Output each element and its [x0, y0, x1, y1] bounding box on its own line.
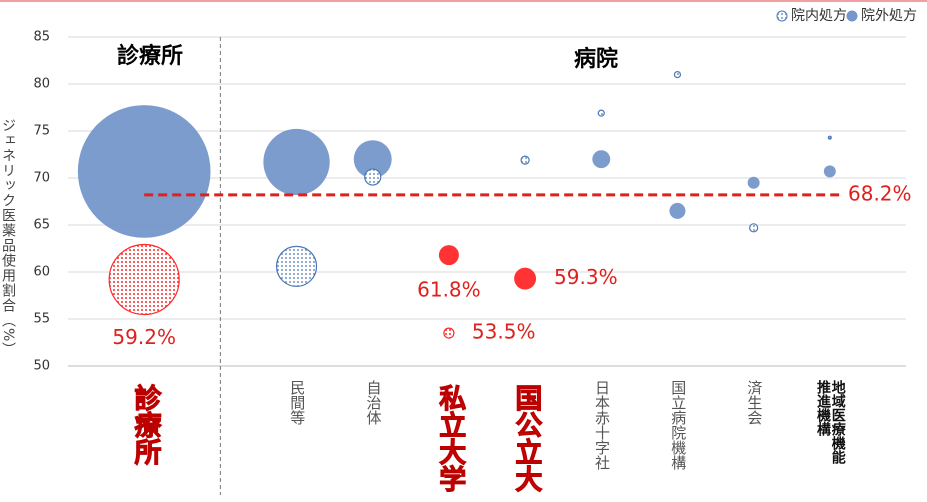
value-label: 59.2%	[112, 325, 176, 349]
x-tick-label: 自治体	[364, 380, 383, 425]
bubble	[514, 267, 537, 290]
legend-label: 院外処方	[861, 8, 917, 24]
legend-marker	[776, 10, 788, 22]
x-tick-label: 国立病院機構	[669, 380, 688, 470]
bubble	[275, 245, 318, 287]
bubble	[827, 135, 832, 140]
legend-label: 院内処方	[791, 8, 847, 24]
y-tick-label: 50	[33, 359, 50, 374]
x-tick-label: 済生会	[745, 380, 764, 425]
x-tick-label: 診療所	[129, 384, 161, 466]
bubble	[747, 176, 760, 189]
value-label: 59.3%	[554, 265, 618, 289]
value-label: 53.5%	[472, 320, 536, 344]
bubble	[520, 155, 530, 165]
bubble	[597, 109, 605, 117]
bubble	[364, 168, 382, 186]
bubble	[438, 245, 459, 266]
bubble	[592, 150, 611, 169]
bubble	[749, 223, 759, 233]
bubble	[823, 165, 836, 178]
reference-label: 68.2%	[848, 181, 912, 205]
bubble	[353, 140, 392, 179]
bubble	[669, 202, 686, 219]
x-tick-label: 日本赤十字社	[593, 380, 612, 470]
y-tick-label: 70	[33, 171, 50, 186]
x-tick-label: 国公立大	[510, 384, 542, 493]
value-label: 61.8%	[417, 278, 481, 302]
y-tick-label: 60	[33, 265, 50, 280]
x-tick-label: 地域医療機能推進機構	[815, 380, 846, 464]
bubble	[108, 243, 180, 316]
y-tick-label: 80	[33, 77, 50, 92]
x-tick-label: 私立大学	[434, 384, 466, 493]
section-label: 診療所	[117, 43, 183, 69]
bubble	[443, 327, 455, 339]
y-tick-label: 65	[33, 218, 50, 233]
y-tick-label: 55	[33, 312, 50, 327]
x-tick-label: 民間等	[288, 380, 307, 425]
y-tick-label: 85	[33, 30, 50, 45]
section-label: 病院	[574, 46, 618, 72]
bubble	[673, 70, 682, 79]
bubble	[263, 128, 330, 196]
bubble	[77, 105, 211, 238]
y-tick-label: 75	[33, 124, 50, 139]
y-axis-label: ジェネリック医薬品使用割合（%）	[0, 118, 16, 357]
legend-marker	[846, 10, 858, 22]
